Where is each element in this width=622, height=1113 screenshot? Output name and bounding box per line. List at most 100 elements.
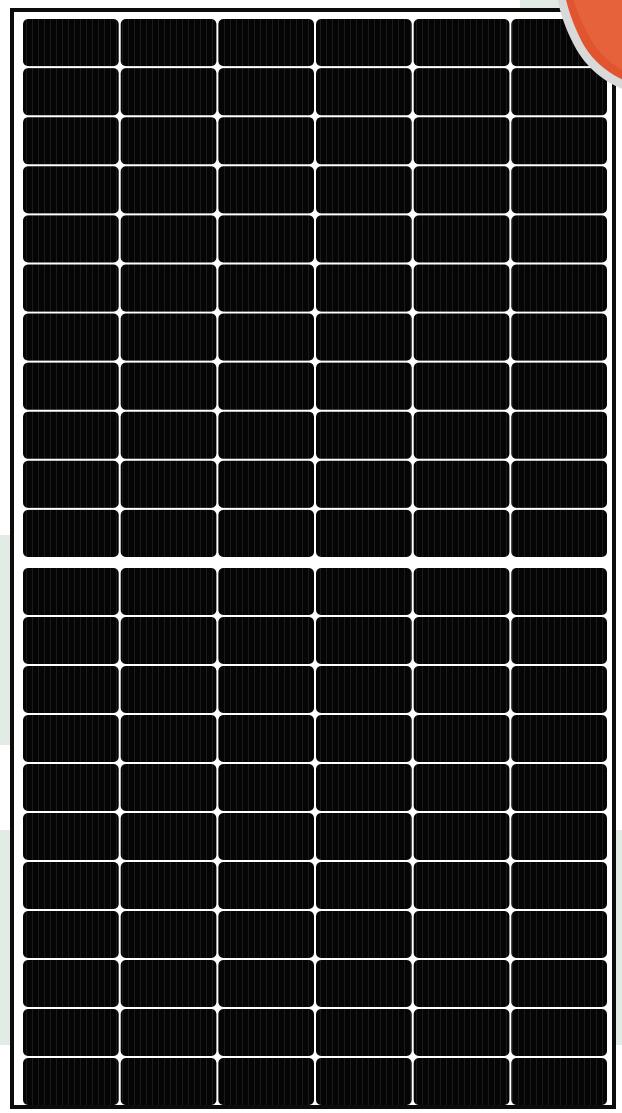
solar-cell	[413, 68, 510, 116]
red-badge-icon	[557, 0, 622, 89]
cell-junction	[311, 1053, 319, 1061]
cell-junction	[213, 808, 222, 816]
cell-junction	[408, 406, 417, 415]
cell-junction	[506, 955, 515, 963]
cell-junction	[311, 612, 319, 620]
solar-cell	[23, 509, 119, 557]
cell-junction	[506, 63, 515, 72]
cell-junction	[506, 710, 515, 718]
solar-cell	[413, 264, 510, 312]
solar-cell	[120, 460, 217, 508]
solar-cell	[218, 117, 314, 165]
solar-cell	[23, 411, 119, 459]
solar-cell	[120, 1009, 217, 1056]
cell-junction	[311, 455, 319, 464]
solar-cell	[316, 617, 412, 664]
cell-junction	[213, 455, 222, 464]
cell-junction	[408, 710, 417, 718]
solar-cell	[23, 764, 119, 811]
cell-junction	[506, 161, 515, 170]
cell-junction	[311, 112, 319, 121]
solar-cell	[218, 313, 314, 361]
solar-cell	[413, 509, 510, 557]
solar-cell	[511, 568, 607, 615]
solar-cell	[413, 911, 510, 958]
solar-cell	[316, 715, 412, 762]
solar-cell	[511, 509, 607, 557]
solar-cell	[218, 666, 314, 713]
solar-cell	[511, 911, 607, 958]
solar-cell	[120, 362, 217, 410]
solar-cell	[316, 1009, 412, 1056]
cell-junction	[115, 406, 124, 415]
solar-cell	[511, 1009, 607, 1056]
cell-junction	[506, 857, 515, 865]
solar-cell	[120, 411, 217, 459]
cell-junction	[506, 259, 515, 268]
solar-cell	[413, 715, 510, 762]
cell-junction	[311, 857, 319, 865]
solar-cell	[218, 68, 314, 116]
solar-cell	[120, 862, 217, 909]
solar-cell	[23, 862, 119, 909]
solar-cell	[218, 617, 314, 664]
cell-junction	[311, 357, 319, 366]
solar-cell	[316, 666, 412, 713]
cell-junction	[213, 112, 222, 121]
cell-junction	[213, 710, 222, 718]
solar-cell	[511, 68, 607, 116]
solar-cell	[218, 411, 314, 459]
solar-cell	[413, 862, 510, 909]
cell-junction	[311, 955, 319, 963]
cell-junction	[408, 661, 417, 669]
solar-cell	[120, 715, 217, 762]
cell-junction	[311, 504, 319, 513]
solar-cell	[316, 862, 412, 909]
cell-junction	[213, 1004, 222, 1012]
cell-junction	[115, 210, 124, 219]
solar-cell	[120, 166, 217, 214]
solar-cell	[413, 960, 510, 1007]
cell-junction	[408, 759, 417, 767]
cell-junction	[115, 612, 124, 620]
cell-junction	[115, 259, 124, 268]
cell-junction	[311, 808, 319, 816]
solar-cell	[23, 911, 119, 958]
cell-junction	[213, 759, 222, 767]
solar-cell	[511, 117, 607, 165]
solar-cell	[218, 764, 314, 811]
cell-junction	[115, 1004, 124, 1012]
cell-junction	[408, 955, 417, 963]
solar-cell	[120, 68, 217, 116]
cell-junction	[115, 710, 124, 718]
solar-cell	[511, 715, 607, 762]
solar-cell	[23, 362, 119, 410]
cell-junction	[408, 161, 417, 170]
solar-cell	[218, 509, 314, 557]
cell-junction	[506, 612, 515, 620]
cell-junction	[115, 112, 124, 121]
cell-junction	[213, 406, 222, 415]
cell-junction	[115, 63, 124, 72]
cell-junction	[115, 455, 124, 464]
solar-cell	[511, 617, 607, 664]
solar-cell	[413, 166, 510, 214]
solar-cell	[120, 313, 217, 361]
cell-junction	[408, 357, 417, 366]
cell-junction	[506, 504, 515, 513]
cell-junction	[213, 955, 222, 963]
solar-cell	[316, 264, 412, 312]
cell-junction	[311, 906, 319, 914]
solar-cell	[413, 568, 510, 615]
cell-junction	[408, 63, 417, 72]
cell-junction	[506, 406, 515, 415]
solar-cell	[23, 313, 119, 361]
cell-junction	[311, 259, 319, 268]
cell-junction	[115, 759, 124, 767]
cell-junction	[213, 63, 222, 72]
cell-junction	[408, 259, 417, 268]
solar-cell	[23, 813, 119, 860]
solar-cell	[23, 568, 119, 615]
solar-cell	[316, 68, 412, 116]
